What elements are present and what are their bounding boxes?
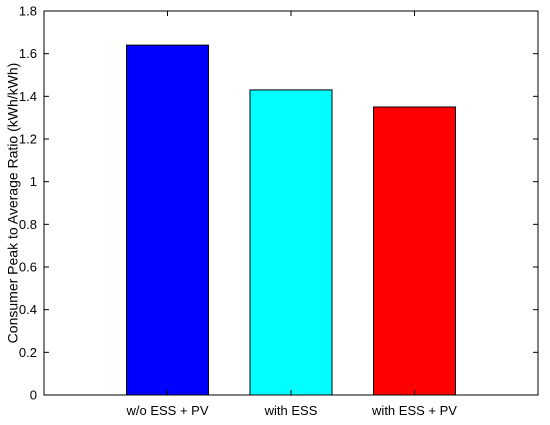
bars-layer	[126, 44, 456, 396]
y-tick-label: 0.2	[19, 345, 37, 360]
y-tick-label: 1.2	[19, 132, 37, 147]
y-tick-label: 1.4	[19, 89, 37, 104]
labels-layer: w/o ESS + PV with ESS with ESS + PV 0 0.2 0.4…	[19, 4, 457, 419]
y-tick-label: 1	[30, 174, 37, 189]
y-tick-label: 0.6	[19, 260, 37, 275]
bar-with-ess-pv	[373, 106, 456, 396]
ticks-layer	[44, 10, 538, 396]
y-tick-label: 1.8	[19, 4, 37, 19]
y-tick-label: 0.8	[19, 217, 37, 232]
x-tick-label: with ESS	[264, 403, 318, 418]
y-tick-label: 0.4	[19, 302, 37, 317]
y-tick-label: 0	[30, 388, 37, 403]
y-tick-label: 1.6	[19, 46, 37, 61]
bar-with-ess	[249, 89, 333, 396]
y-axis-title: Consumer Peak to Average Ratio (kWh/kWh)	[5, 63, 21, 344]
bar-w-o-ess-pv	[126, 44, 209, 396]
x-tick-label: w/o ESS + PV	[125, 403, 208, 418]
x-tick-label: with ESS + PV	[371, 403, 457, 418]
